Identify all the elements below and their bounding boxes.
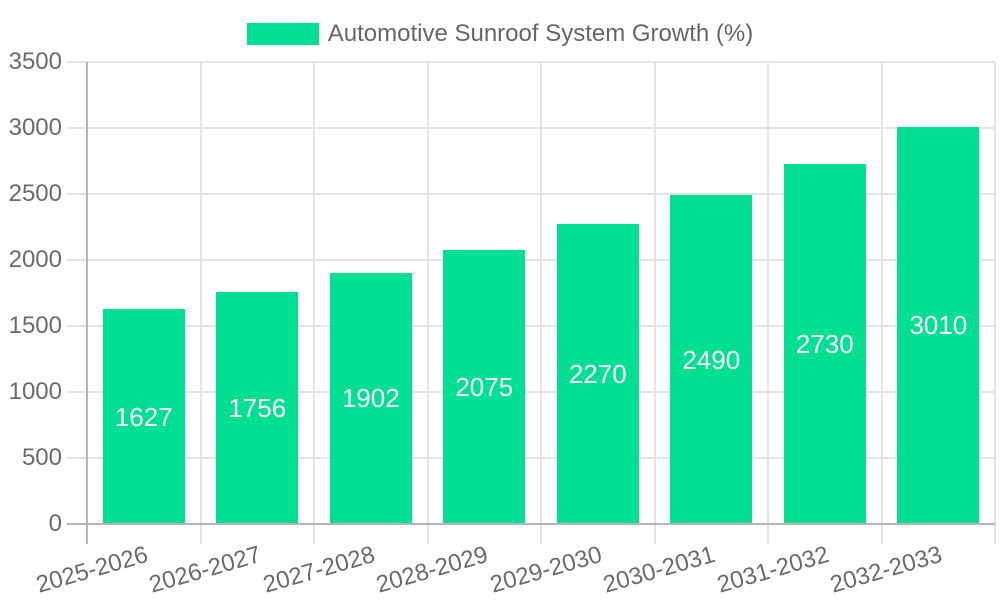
bar-value-label: 1627 <box>114 401 173 432</box>
x-axis-tick <box>426 524 429 544</box>
legend[interactable]: Automotive Sunroof System Growth (%) <box>0 20 1000 48</box>
x-axis-tick <box>199 524 202 544</box>
x-axis-tick-label: 2026-2027 <box>146 541 265 599</box>
x-axis-tick-label: 2030-2031 <box>600 541 719 599</box>
y-axis-tick-label: 3500 <box>8 48 62 75</box>
y-axis-tick-label: 500 <box>21 444 62 471</box>
bar-value-label: 3010 <box>909 310 968 341</box>
y-axis-tick <box>67 193 87 195</box>
y-axis-tick <box>67 127 87 129</box>
x-axis-line <box>67 523 995 525</box>
bar-value-label: 1902 <box>341 383 400 414</box>
x-axis-tick <box>313 524 315 544</box>
x-axis-tick <box>653 524 656 544</box>
y-axis-tick <box>67 457 87 459</box>
bar[interactable] <box>556 224 639 524</box>
x-axis-tick <box>994 524 996 544</box>
x-axis-tick-label: 2029-2030 <box>487 541 605 599</box>
x-gridline <box>199 62 202 524</box>
bar[interactable] <box>897 126 980 524</box>
y-axis-tick-label: 2500 <box>8 180 62 207</box>
x-axis-tick-label: 2025-2026 <box>33 541 151 599</box>
x-axis-tick-label: 2027-2028 <box>260 541 378 599</box>
y-axis-tick-label: 3000 <box>8 114 62 141</box>
bar-value-label: 2075 <box>455 372 514 403</box>
y-axis-tick-label: 1500 <box>8 312 62 339</box>
y-axis-tick-label: 1000 <box>8 378 62 405</box>
x-gridline <box>313 62 315 524</box>
bar-value-label: 2270 <box>568 359 627 390</box>
y-axis-tick-label: 0 <box>48 510 62 537</box>
x-axis-tick-label: 2032-2033 <box>827 541 946 599</box>
legend-label: Automotive Sunroof System Growth (%) <box>327 20 754 47</box>
y-axis-tick <box>67 61 87 63</box>
bar-value-label: 1756 <box>228 393 287 424</box>
bar[interactable] <box>216 292 299 524</box>
x-axis-tick-label: 2031-2032 <box>714 541 832 599</box>
y-axis-tick <box>67 259 87 261</box>
bar[interactable] <box>102 309 185 524</box>
x-gridline <box>540 62 542 524</box>
x-axis-tick-label: 2028-2029 <box>373 541 492 599</box>
x-axis-tick <box>540 524 542 544</box>
y-axis-tick <box>67 391 87 393</box>
x-axis-tick <box>767 524 769 544</box>
bar[interactable] <box>670 195 753 524</box>
x-gridline <box>426 62 429 524</box>
y-axis-tick-label: 2000 <box>8 246 62 273</box>
y-axis-line <box>86 62 88 544</box>
bar[interactable] <box>329 272 412 524</box>
legend-swatch <box>246 23 319 45</box>
x-gridline <box>994 62 996 524</box>
bar[interactable] <box>783 163 866 524</box>
bar-value-label: 2490 <box>682 344 741 375</box>
bar-value-label: 2730 <box>795 328 854 359</box>
x-gridline <box>653 62 656 524</box>
y-axis-tick <box>67 325 87 327</box>
x-gridline <box>880 62 883 524</box>
x-gridline <box>767 62 769 524</box>
bar[interactable] <box>443 250 526 524</box>
x-axis-tick <box>880 524 883 544</box>
